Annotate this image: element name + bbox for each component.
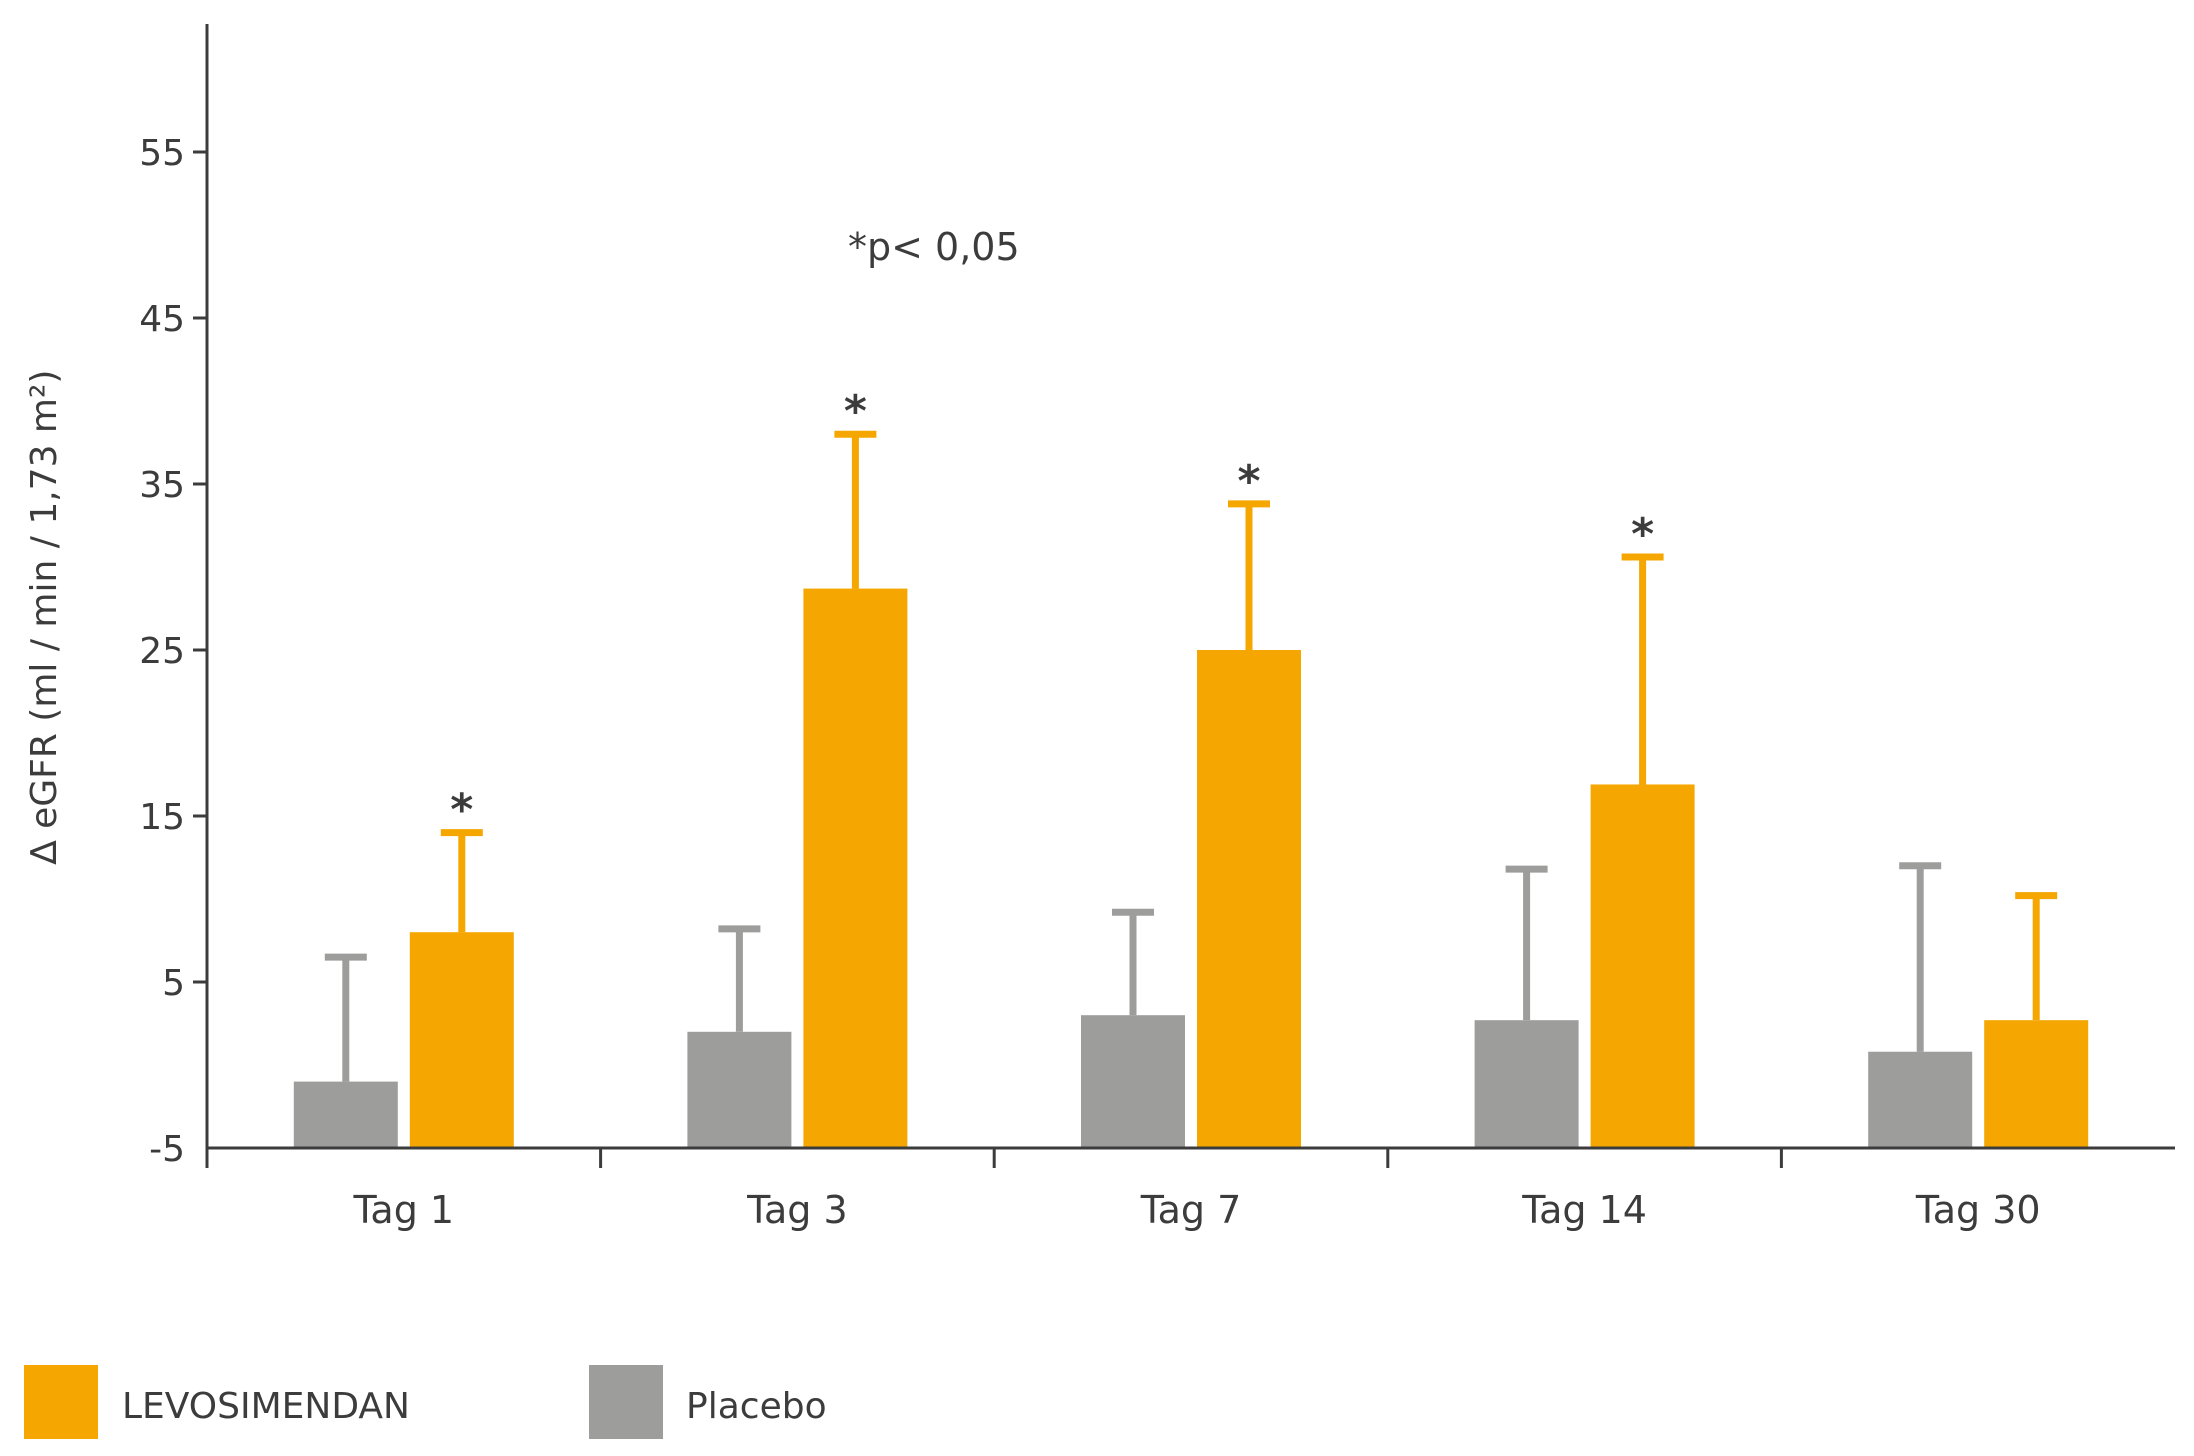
legend-swatch-levosimendan [24,1365,98,1439]
significance-note: *p< 0,05 [848,225,1020,269]
bar-levosimendan [803,588,908,1148]
x-category-label: Tag 1 [353,1188,455,1232]
legend: LEVOSIMENDAN Placebo [24,1365,827,1439]
y-tick-label: -5 [149,1129,185,1170]
bar-levosimendan [1984,1020,2089,1148]
bar-placebo [687,1031,792,1148]
significance-marker: * [1237,456,1260,507]
y-tick-label: 5 [162,963,185,1004]
legend-label-levosimendan: LEVOSIMENDAN [122,1386,410,1427]
bars: * * * * [293,386,2089,1148]
y-tick-label: 15 [139,797,185,838]
bar-placebo [1868,1051,1973,1148]
y-tick-label: 25 [139,631,185,672]
x-axis-labels: Tag 1 Tag 3 Tag 7 Tag 14 Tag 30 [205,1148,2041,1232]
bar-levosimendan [409,932,514,1148]
significance-marker: * [450,785,473,836]
y-axis-label: ∆ eGFR (ml / min / 1,73 m²) [24,370,65,866]
bar-placebo [293,1081,398,1148]
legend-label-placebo: Placebo [686,1386,827,1427]
bar-levosimendan [1590,784,1695,1148]
significance-marker: * [844,386,867,437]
axes [205,24,2175,1150]
x-category-label: Tag 14 [1521,1188,1647,1232]
y-tick-label: 55 [139,133,185,174]
y-tick-label: 45 [139,299,185,340]
bar-placebo [1474,1020,1579,1148]
x-category-label: Tag 30 [1915,1188,2041,1232]
bar-levosimendan [1197,650,1301,1148]
bar-placebo [1081,1015,1185,1148]
x-category-label: Tag 7 [1140,1188,1242,1232]
significance-marker: * [1631,509,1654,560]
x-category-label: Tag 3 [746,1188,848,1232]
y-tick-label: 35 [139,465,185,506]
y-axis-ticks: -5 5 15 25 35 45 55 [139,133,207,1170]
legend-swatch-placebo [589,1365,663,1439]
